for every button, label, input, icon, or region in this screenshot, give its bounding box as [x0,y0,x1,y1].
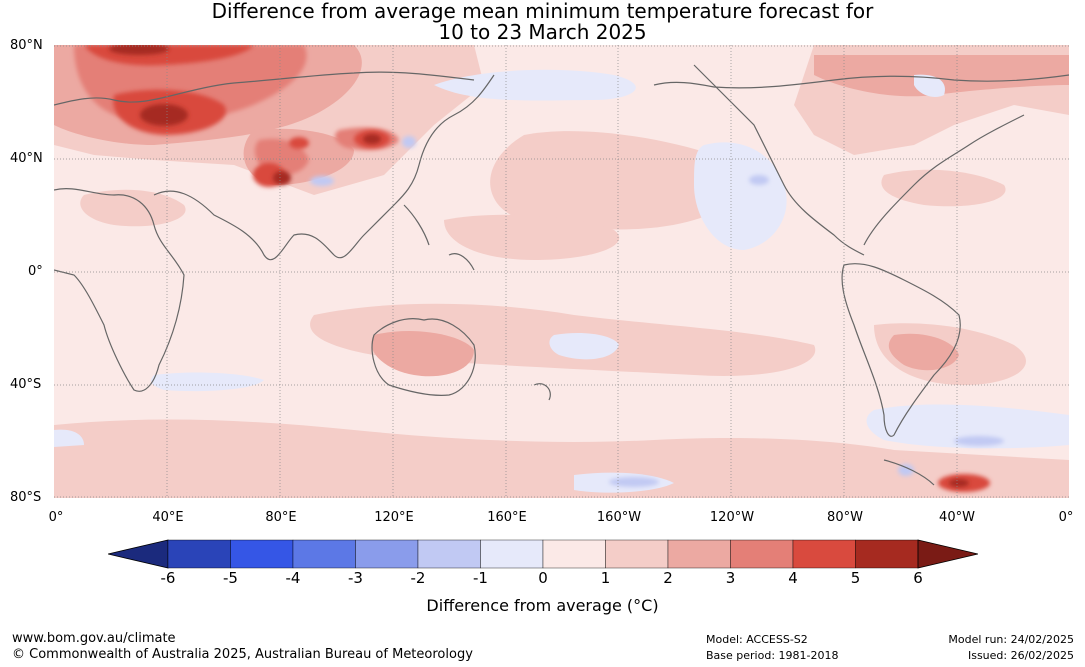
anomaly-map [54,45,1069,498]
lon-label-40e: 40°E [152,510,184,525]
anomaly-region-west-pacific-warm [444,214,620,260]
footer-copyright: © Commonwealth of Australia 2025, Austra… [12,647,473,662]
anomaly-region-korea-cool [402,136,416,148]
anomaly-region-brazil-warm [888,333,959,371]
colorbar [108,539,978,569]
footer-url: www.bom.gov.au/climate [12,631,176,646]
anomaly-region-weddell-very-hot [949,479,969,487]
lat-label-80n: 80°N [10,38,43,53]
map-title-line2: 10 to 23 March 2025 [438,20,647,44]
anomaly-region-central-pacific-cool [549,333,619,360]
anomaly-region-australia-warm [371,330,474,377]
colorbar-segment [417,539,481,569]
anomaly-map-svg [54,45,1069,498]
lon-label-160w: 160°W [596,510,642,525]
coastline-south-america [841,263,961,437]
anomaly-region-argentine-basin-cool [954,436,1004,446]
coastline-antarctic-peninsula [883,459,935,486]
lon-label-40w: 40°W [939,510,975,525]
anomaly-region-southwest-cool [54,429,84,447]
coastline-south-asia [153,74,495,261]
lon-label-80e: 80°E [265,510,297,525]
colorbar-tick-label: -3 [348,569,363,587]
lat-label-80s: 80°S [10,490,42,505]
colorbar-segment [355,539,419,569]
colorbar-segment [542,539,606,569]
coastline-australia [371,318,476,396]
anomaly-layer-minus2tominus1 [310,136,1004,487]
colorbar-tick-label: 6 [913,569,923,587]
colorbar-segment [605,539,669,569]
lon-label-80w: 80°W [827,510,863,525]
colorbar-segment [167,539,231,569]
colorbar-tick-label: 0 [538,569,548,587]
anomaly-region-canada-warm [814,55,1069,97]
coastline-africa [54,188,185,392]
anomaly-region-atlantic-warm [881,169,1006,207]
colorbar-segment [292,539,356,569]
anomaly-region-xinjiang-hot [289,137,309,149]
colorbar-segment [667,539,731,569]
coastline-north-america-west [693,64,865,256]
colorbar-tick-label: -2 [410,569,426,587]
colorbar-tick-label: 3 [725,569,736,587]
lat-label-40s: 40°S [10,377,42,392]
coastline-new-zealand [533,383,551,401]
colorbar-segment [480,539,544,569]
colorbar-extend-low [108,539,169,569]
anomaly-region-drake-cool [898,464,914,476]
footer-model: Model: ACCESS-S2 [706,633,808,646]
colorbar-segment [855,539,919,569]
colorbar-tick-label: 1 [600,569,611,587]
anomaly-region-hudson-cool [914,74,945,97]
anomaly-region-north-pacific-warm [490,131,739,230]
colorbar-tick-label: -1 [473,569,488,587]
lon-label-120e: 120°E [374,510,414,525]
footer-issued: Issued: 26/02/2025 [967,649,1074,662]
anomaly-region-tibet-very-hot [273,171,291,185]
coastline-north-america-east [863,114,1025,246]
anomaly-region-ural-very-hot [140,104,188,126]
anomaly-region-baja-cool [749,175,769,185]
anomaly-region-indian-ocean-cool [151,372,264,392]
lon-label-0-east-edge: 0° [1058,510,1074,525]
coastline-arctic-eurasia [54,71,475,106]
anomaly-region-east-pacific-cool [694,142,787,250]
anomaly-region-ross-ice-cool [609,477,659,487]
anomaly-region-north-africa-warm [80,189,186,227]
colorbar-tick-label: -6 [160,569,176,587]
coastlines [54,64,1069,486]
anomaly-layer-5to6 [109,45,969,487]
footer-base-period: Base period: 1981-2018 [706,649,839,662]
anomaly-layer-minus1to0 [54,69,1069,493]
anomaly-region-southern-ocean-warm [54,419,1069,498]
colorbar-extend-high [917,539,978,569]
colorbar-segment [792,539,856,569]
footer-model-run: Model run: 24/02/2025 [948,633,1074,646]
anomaly-region-south-atlantic-cool [866,404,1069,449]
colorbar-tick-label: 4 [788,569,798,587]
colorbar-segment [230,539,294,569]
anomaly-region-barents-very-hot [109,45,169,55]
colorbar-tick-label: 2 [663,569,673,587]
lon-label-0-west-edge: 0° [48,510,64,525]
colorbar-label: Difference from average (°C) [426,596,659,615]
lat-label-equator: 0° [28,264,43,279]
anomaly-region-china-cool [310,176,334,186]
lon-label-160e: 160°E [487,510,527,525]
anomaly-region-north-china-very-hot [363,134,381,144]
colorbar-segment [730,539,794,569]
graticule [54,45,1069,498]
lon-label-120w: 120°W [709,510,755,525]
anomaly-region-bering-cool [434,69,636,101]
colorbar-tick-label: -5 [223,569,238,587]
lat-label-40n: 40°N [10,151,43,166]
coastline-maritime-asia [403,204,475,271]
colorbar-tick-label: -4 [285,569,301,587]
colorbar-tick-label: 5 [850,569,861,587]
map-title-line1: Difference from average mean minimum tem… [211,0,874,23]
coastline-arctic-america [653,74,1069,89]
